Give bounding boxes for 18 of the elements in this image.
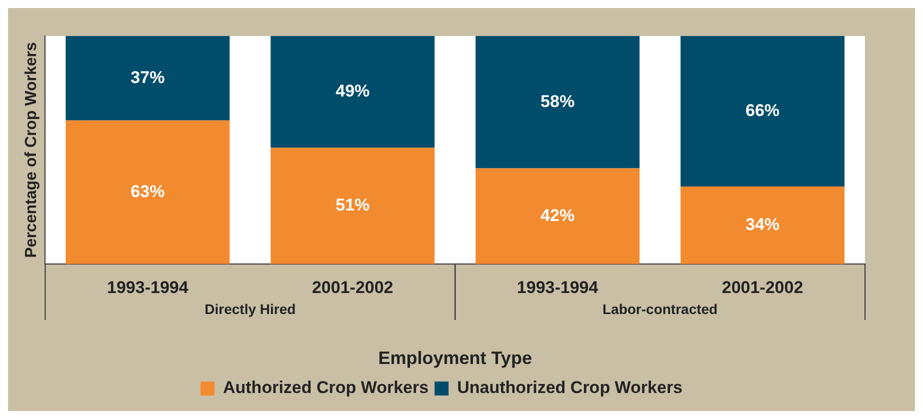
data-label: 63% <box>130 182 165 201</box>
data-label: 51% <box>336 196 370 215</box>
legend-label: Authorized Crop Workers <box>222 378 429 398</box>
data-label: 42% <box>540 206 575 225</box>
data-label: 66% <box>746 100 780 120</box>
x-tick-label: 1993-1994 <box>516 278 599 297</box>
data-label: 58% <box>540 92 575 111</box>
x-tick-label: 2001-2002 <box>722 278 804 297</box>
legend-label: Unauthorized Crop Workers <box>457 378 683 398</box>
x-tick-label: 2001-2002 <box>312 278 394 297</box>
x-axis-title: Employment Type <box>378 348 532 368</box>
text: Directly Hired <box>204 300 296 317</box>
data-label: 37% <box>130 68 165 87</box>
y-axis-title: Percentage of Crop Workers <box>23 42 40 258</box>
data-label: 34% <box>746 214 780 234</box>
x-tick-label: 1993-1994 <box>107 278 189 297</box>
data-label: 49% <box>336 82 370 101</box>
text: Labor-contracted <box>602 300 718 317</box>
